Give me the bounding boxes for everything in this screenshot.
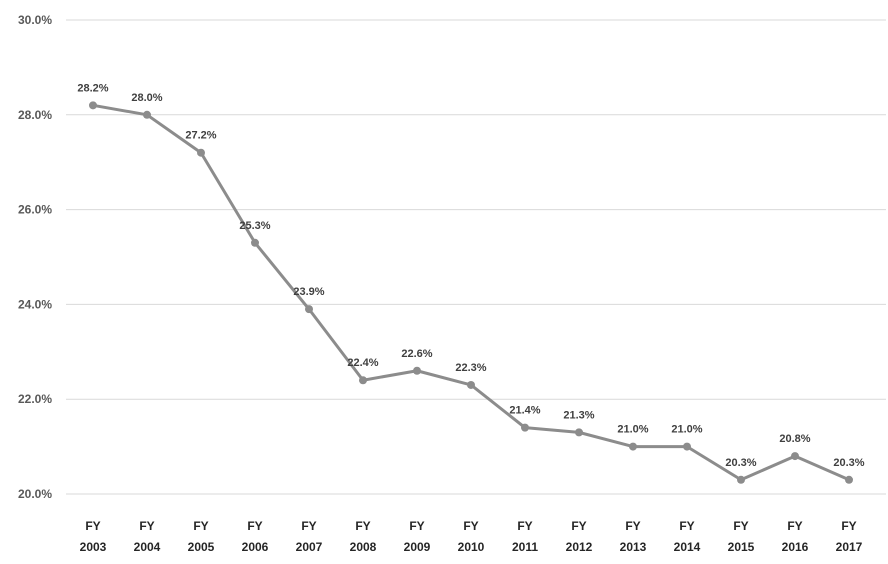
data-point [89,101,97,110]
x-tick-label: 2015 [728,540,755,554]
data-point [251,238,259,247]
x-tick-label: 2011 [512,540,538,554]
data-point [413,366,421,375]
x-tick-label: FY [517,519,532,533]
data-point [359,376,367,385]
data-point [143,110,151,119]
data-point [467,380,475,389]
y-tick-label: 26.0% [18,203,52,217]
x-tick-label: 2005 [188,540,215,554]
x-tick-label: FY [193,519,208,533]
data-point [305,305,313,314]
x-tick-label: 2014 [674,540,701,554]
x-tick-label: 2003 [80,540,107,554]
data-label: 21.0% [671,424,702,436]
data-point [845,475,853,484]
series [89,101,853,484]
y-axis: 20.0% 22.0% 24.0% 26.0% 28.0% 30.0% [18,13,52,501]
x-tick-label: 2012 [566,540,593,554]
data-point [197,148,205,157]
x-tick-label: FY [409,519,424,533]
x-tick-label: FY [787,519,802,533]
data-label: 20.3% [833,457,864,469]
x-tick-label: FY [571,519,586,533]
x-tick-label: FY [463,519,478,533]
data-labels: 28.2% 28.0% 27.2% 25.3% 23.9% 22.4% 22.6% 22.3%… [77,82,864,468]
data-label: 20.3% [725,457,756,469]
series-line [92,103,850,482]
x-tick-label: 2013 [620,540,647,554]
data-point [575,428,583,437]
x-tick-label: FY [247,519,262,533]
data-label: 21.4% [509,405,540,417]
x-tick-label: 2010 [458,540,485,554]
x-tick-label: 2008 [350,540,377,554]
x-tick-label: FY [355,519,370,533]
y-tick-label: 20.0% [18,487,52,501]
data-point [629,442,637,451]
x-tick-label: 2007 [296,540,323,554]
gridlines [66,19,886,495]
x-tick-label: FY [679,519,694,533]
x-tick-label: 2009 [404,540,431,554]
data-label: 25.3% [239,220,270,232]
x-tick-label: 2006 [242,540,269,554]
data-label: 21.0% [617,424,648,436]
data-label: 23.9% [293,286,324,298]
x-tick-label: FY [733,519,748,533]
x-tick-label: 2004 [134,540,161,554]
x-tick-label: FY [841,519,856,533]
y-tick-label: 30.0% [18,13,52,27]
data-point [791,452,799,461]
x-tick-label: FY [301,519,316,533]
y-tick-label: 22.0% [18,392,52,406]
x-axis: FY 2003 FY 2004 FY 2005 FY 2006 FY 2007 FY 2008 FY 20… [80,519,863,554]
data-label: 27.2% [185,130,216,142]
y-tick-label: 28.0% [18,108,52,122]
x-tick-label: 2016 [782,540,809,554]
data-label: 28.2% [77,82,108,94]
data-label: 28.0% [131,92,162,104]
data-point [683,442,691,451]
data-label: 22.6% [401,348,432,360]
data-point [737,475,745,484]
x-tick-label: FY [625,519,640,533]
data-label: 22.3% [455,362,486,374]
data-label: 21.3% [563,409,594,421]
y-tick-label: 24.0% [18,297,52,311]
data-point [521,423,529,432]
data-label: 20.8% [779,433,810,445]
x-tick-label: FY [139,519,154,533]
x-tick-label: 2017 [836,540,863,554]
data-label: 22.4% [347,357,378,369]
x-tick-label: FY [85,519,100,533]
